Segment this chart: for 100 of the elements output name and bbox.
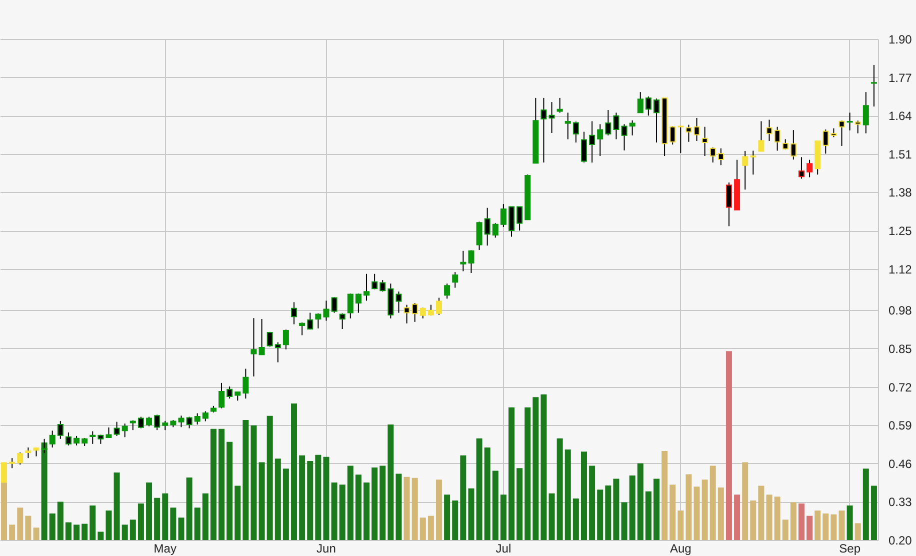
candlestick xyxy=(25,446,32,459)
y-tick-label: 1.51 xyxy=(888,147,912,162)
candlestick xyxy=(138,416,144,429)
candlestick xyxy=(774,126,780,152)
candlestick xyxy=(484,207,490,246)
candlestick xyxy=(412,302,418,322)
candlestick xyxy=(396,291,402,314)
candlestick xyxy=(372,273,378,290)
candlestick xyxy=(822,128,829,154)
candlestick xyxy=(766,119,772,142)
y-tick-label: 1.64 xyxy=(888,109,912,124)
candlestick xyxy=(315,312,322,329)
candlestick xyxy=(178,415,184,428)
candlestick xyxy=(17,452,24,466)
candlestick xyxy=(307,312,314,330)
candlestick xyxy=(242,368,249,400)
candlestick xyxy=(670,126,676,146)
candlestick xyxy=(838,120,845,146)
y-tick-label: 0.20 xyxy=(888,534,912,548)
candlestick xyxy=(452,272,458,288)
candlestick xyxy=(870,64,877,107)
candlestick xyxy=(605,110,612,136)
candlestick xyxy=(460,250,466,272)
x-tick-label: May xyxy=(154,542,176,556)
y-tick-label: 1.90 xyxy=(888,32,912,46)
candlestick xyxy=(347,293,354,319)
candlestick xyxy=(106,426,112,438)
candlestick xyxy=(339,312,346,330)
y-tick-label: 0.72 xyxy=(888,380,912,394)
candlestick xyxy=(621,124,628,151)
candlestick xyxy=(444,283,450,300)
candlestick xyxy=(202,410,208,422)
y-tick-label: 0.33 xyxy=(888,495,912,510)
candlestick xyxy=(597,124,604,156)
candlestick xyxy=(90,430,96,444)
candlestick xyxy=(806,159,813,178)
y-tick-label: 1.25 xyxy=(888,224,912,238)
candlestick xyxy=(508,206,514,238)
y-tick-label: 0.46 xyxy=(888,456,912,471)
y-tick-label: 0.59 xyxy=(888,418,912,433)
candlestick xyxy=(291,302,298,325)
candlestick xyxy=(589,120,596,163)
candlestick xyxy=(114,421,120,436)
x-tick-label: Aug xyxy=(670,542,692,556)
candlestick xyxy=(258,318,265,356)
candlestick xyxy=(492,222,498,238)
candlestick xyxy=(323,300,330,322)
candlestick xyxy=(548,102,555,134)
candlestick xyxy=(282,329,289,350)
x-tick-label: Sep xyxy=(839,542,861,556)
x-tick-label: Jul xyxy=(496,542,512,556)
candlestick xyxy=(476,221,482,251)
candlestick xyxy=(274,342,281,363)
candlestick xyxy=(154,414,160,431)
candlestick xyxy=(678,125,684,154)
candlestick xyxy=(758,120,764,152)
candlestick xyxy=(468,250,474,274)
candlestick xyxy=(694,117,700,142)
candlestick xyxy=(41,438,48,454)
candlestick xyxy=(718,148,724,166)
candlestick xyxy=(645,96,652,116)
candlestick xyxy=(710,146,716,163)
y-tick-label: 0.98 xyxy=(888,304,912,318)
y-tick-label: 1.12 xyxy=(888,262,912,276)
candlestick xyxy=(194,412,200,425)
candlestick xyxy=(404,304,410,324)
candlestick xyxy=(686,124,692,142)
candlestick xyxy=(122,423,128,438)
candlestick xyxy=(653,98,660,143)
y-tick-label: 1.38 xyxy=(888,186,912,200)
candlestick xyxy=(629,120,636,136)
candlestick xyxy=(57,420,64,440)
candlestick xyxy=(226,386,233,400)
y-tick-label: 0.85 xyxy=(888,342,912,356)
candlestick xyxy=(854,120,861,134)
candlestick xyxy=(9,458,16,469)
candlestick xyxy=(380,280,386,292)
candlestick xyxy=(637,92,644,114)
candlestick xyxy=(702,126,708,156)
candlestick xyxy=(428,304,434,316)
candlestick xyxy=(364,273,370,302)
candlestick xyxy=(500,204,506,228)
x-tick-label: Jun xyxy=(316,542,336,556)
candlestick xyxy=(299,322,306,336)
candlestick xyxy=(572,121,579,143)
candlestick xyxy=(250,318,257,377)
candlestick xyxy=(49,430,56,448)
candlestick xyxy=(742,150,748,190)
candlestick xyxy=(556,97,563,114)
candlestick xyxy=(564,112,571,140)
candlestick xyxy=(862,92,869,134)
candlestick xyxy=(540,97,547,163)
candlestick xyxy=(146,416,152,427)
candlestick xyxy=(846,112,853,131)
candlestick xyxy=(218,382,225,409)
candlestick xyxy=(516,206,523,232)
candlestick xyxy=(790,130,796,160)
candlestick xyxy=(726,182,732,227)
y-tick-label: 1.77 xyxy=(888,70,912,85)
candlestick xyxy=(580,131,587,163)
